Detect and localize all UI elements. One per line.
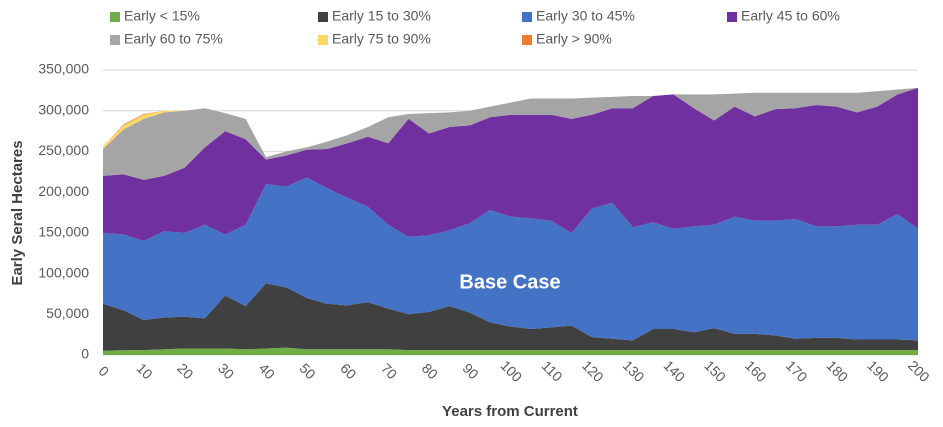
area (103, 87, 918, 180)
y-tick-label: 50,000 (46, 305, 89, 321)
x-tick-label: 20 (174, 360, 196, 382)
legend-label: Early < 15% (124, 8, 200, 24)
x-tick-label: 150 (701, 357, 729, 385)
legend-swatch (318, 35, 328, 45)
x-tick-label: 40 (256, 360, 278, 382)
y-axis-title: Early Seral Hectares (9, 140, 26, 285)
x-tick-label: 200 (905, 357, 933, 385)
area (103, 283, 918, 351)
legend-swatch (110, 35, 120, 45)
y-tick-label: 150,000 (38, 224, 89, 240)
y-tick-label: 100,000 (38, 264, 89, 280)
x-tick-label: 110 (539, 358, 566, 385)
x-tick-label: 120 (579, 357, 607, 385)
x-tick-label: 160 (742, 357, 770, 385)
x-tick-label: 0 (96, 363, 113, 380)
x-tick-label: 50 (297, 360, 319, 382)
x-tick-label: 130 (620, 357, 648, 385)
x-tick-label: 170 (783, 357, 811, 385)
legend-label: Early 45 to 60% (741, 8, 840, 24)
legend-swatch (110, 12, 120, 22)
legend-swatch (727, 12, 737, 22)
x-axis-title: Years from Current (442, 403, 578, 420)
legend-swatch (522, 12, 532, 22)
legend-swatch (522, 35, 532, 45)
area (103, 87, 918, 242)
x-tick-label: 60 (337, 360, 359, 382)
y-tick-label: 250,000 (38, 142, 89, 158)
y-tick-label: 350,000 (38, 61, 89, 77)
x-tick-label: 140 (661, 357, 689, 385)
y-tick-label: 200,000 (38, 183, 89, 199)
legend-label: Early 60 to 75% (124, 31, 223, 47)
x-tick-label: 80 (419, 360, 441, 382)
x-tick-label: 10 (134, 360, 156, 382)
legend-label: Early 75 to 90% (332, 31, 431, 47)
x-tick-label: 70 (378, 360, 400, 382)
x-tick-label: 30 (215, 360, 237, 382)
legend-label: Early > 90% (536, 31, 612, 47)
legend-label: Early 15 to 30% (332, 8, 431, 24)
legend-label: Early 30 to 45% (536, 8, 635, 24)
y-tick-label: 0 (81, 346, 89, 362)
legend-swatch (318, 12, 328, 22)
area (103, 347, 918, 355)
y-tick-label: 300,000 (38, 101, 89, 117)
annotation: Base Case (459, 271, 560, 293)
x-tick-label: 100 (498, 357, 526, 385)
x-tick-label: 180 (824, 357, 852, 385)
x-tick-label: 190 (864, 357, 892, 385)
x-tick-label: 90 (460, 360, 482, 382)
area (103, 177, 918, 341)
